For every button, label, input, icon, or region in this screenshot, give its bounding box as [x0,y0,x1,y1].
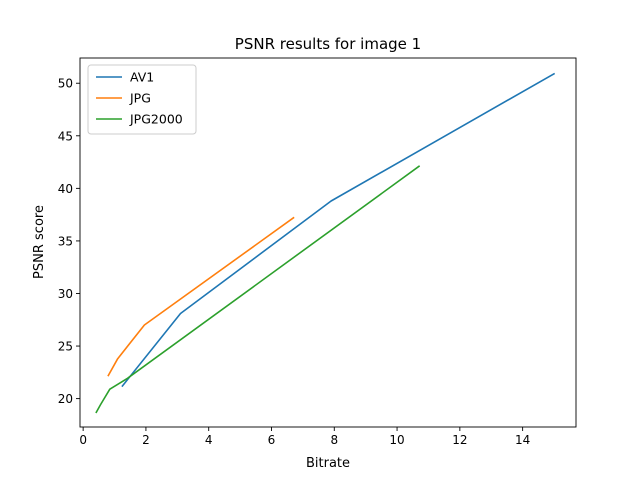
axes: 0 2 4 6 8 10 12 14 20 25 30 35 40 45 50 [58,57,577,447]
y-tick-label: 40 [58,182,73,196]
x-axis-label: Bitrate [306,456,350,471]
y-tick-label: 30 [58,287,73,301]
y-tick-label: 25 [58,340,73,354]
x-tick-label: 0 [79,433,87,447]
x-tick-label: 12 [452,433,467,447]
legend-label-jpg: JPG [129,91,151,106]
y-axis-label: PSNR score [32,205,47,279]
x-tick-label: 2 [142,433,150,447]
legend: AV1 JPG JPG2000 [87,64,197,135]
x-tick-label: 14 [515,433,530,447]
legend-box [87,64,197,135]
series-line-jpg2000 [95,165,421,414]
x-tick-label: 6 [268,433,276,447]
legend-label-av1: AV1 [130,70,154,85]
chart-title: PSNR results for image 1 [235,35,421,53]
plot-area [95,72,556,414]
y-tick-label: 50 [58,77,73,91]
y-tick-label: 35 [58,234,73,248]
x-tick-label: 10 [389,433,404,447]
legend-label-jpg2000: JPG2000 [129,112,183,127]
series-line-av1 [121,72,556,388]
series-line-jpg [107,216,295,377]
y-tick-label: 20 [58,392,73,406]
x-tick-label: 4 [205,433,213,447]
y-tick-label: 45 [58,129,73,143]
x-tick-label: 8 [330,433,338,447]
axes-frame [79,57,577,428]
